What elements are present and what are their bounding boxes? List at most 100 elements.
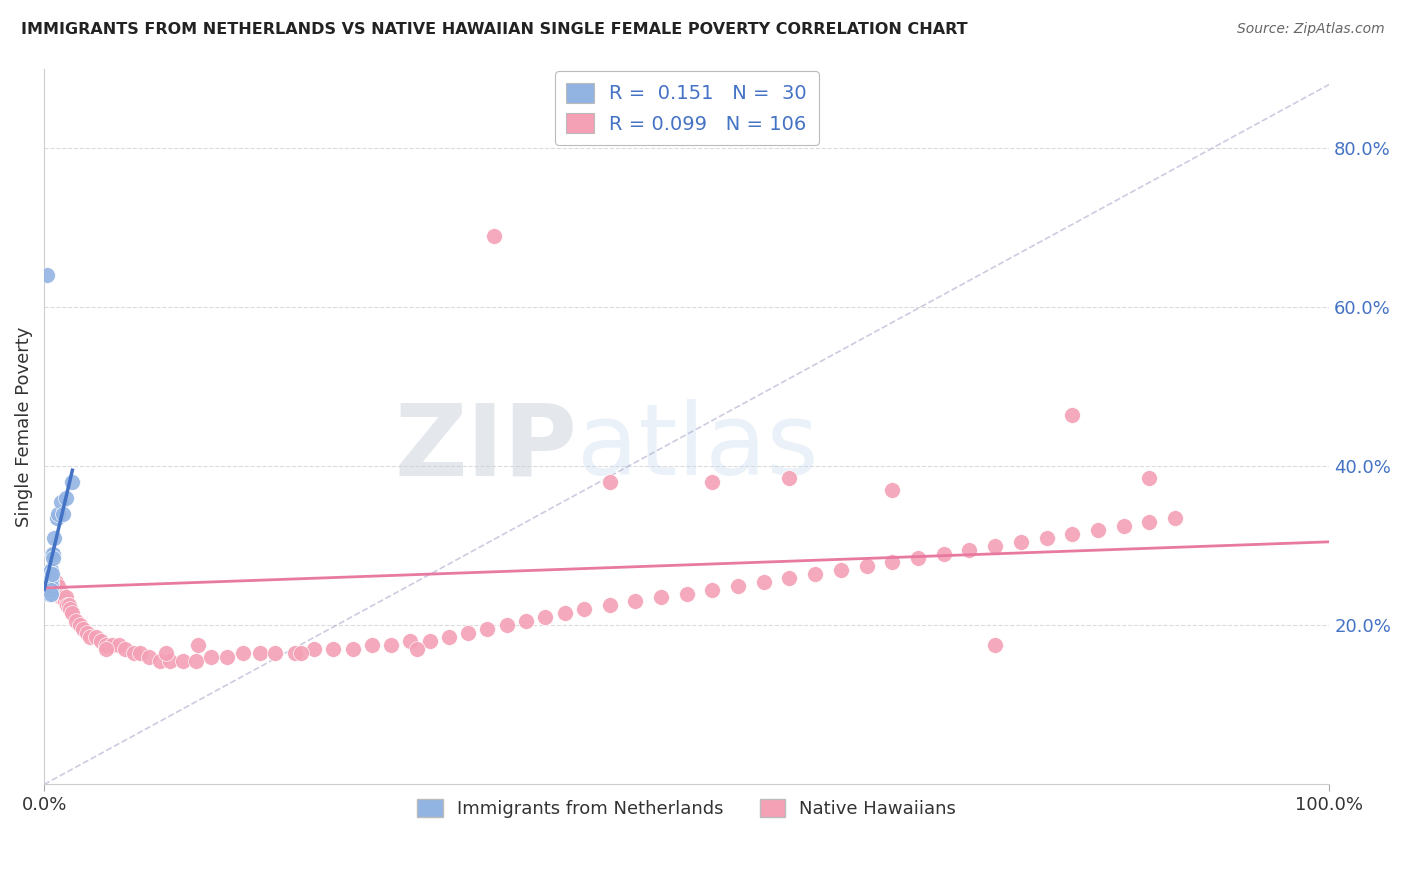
Point xyxy=(957,542,980,557)
Point xyxy=(482,228,505,243)
Point xyxy=(495,618,517,632)
Point xyxy=(45,574,67,589)
Point xyxy=(65,615,87,629)
Point xyxy=(56,599,79,613)
Point xyxy=(1035,531,1057,545)
Y-axis label: Single Female Poverty: Single Female Poverty xyxy=(15,326,32,526)
Point xyxy=(477,623,499,637)
Point xyxy=(37,574,59,589)
Point xyxy=(405,642,427,657)
Point xyxy=(122,646,145,660)
Point xyxy=(51,586,73,600)
Point xyxy=(599,599,621,613)
Point xyxy=(34,574,56,589)
Point xyxy=(38,574,60,589)
Point xyxy=(48,586,70,600)
Point xyxy=(107,638,129,652)
Point xyxy=(38,571,60,585)
Point xyxy=(72,623,94,637)
Point xyxy=(37,578,59,592)
Point xyxy=(599,475,621,490)
Point xyxy=(44,578,66,592)
Point xyxy=(727,578,749,592)
Point xyxy=(1137,515,1160,529)
Point xyxy=(1164,511,1187,525)
Point xyxy=(155,646,177,660)
Point xyxy=(419,634,441,648)
Point xyxy=(624,594,647,608)
Point xyxy=(264,646,287,660)
Point xyxy=(53,594,76,608)
Point xyxy=(232,646,254,660)
Point xyxy=(1010,534,1032,549)
Point xyxy=(1087,523,1109,537)
Point xyxy=(37,578,59,592)
Point xyxy=(184,654,207,668)
Point xyxy=(984,638,1007,652)
Point xyxy=(60,607,83,621)
Point xyxy=(399,634,422,648)
Point xyxy=(1137,471,1160,485)
Point xyxy=(69,618,91,632)
Point xyxy=(52,507,75,521)
Point xyxy=(360,638,382,652)
Point xyxy=(290,646,312,660)
Point xyxy=(39,571,62,585)
Point xyxy=(39,586,62,600)
Point xyxy=(129,646,152,660)
Point xyxy=(41,582,63,597)
Point xyxy=(114,642,136,657)
Point xyxy=(1062,526,1084,541)
Point xyxy=(42,550,65,565)
Point xyxy=(46,578,69,592)
Point xyxy=(984,539,1007,553)
Point xyxy=(554,607,576,621)
Point xyxy=(38,574,60,589)
Point xyxy=(187,638,209,652)
Point xyxy=(159,654,181,668)
Point xyxy=(172,654,194,668)
Point xyxy=(35,571,58,585)
Point xyxy=(35,571,58,585)
Point xyxy=(44,531,66,545)
Point xyxy=(34,574,56,589)
Point xyxy=(49,495,72,509)
Point xyxy=(94,638,117,652)
Point xyxy=(38,566,60,581)
Point xyxy=(39,571,62,585)
Point xyxy=(437,630,460,644)
Point xyxy=(650,591,672,605)
Point xyxy=(39,563,62,577)
Point xyxy=(42,582,65,597)
Point xyxy=(39,574,62,589)
Point xyxy=(457,626,479,640)
Point xyxy=(830,563,852,577)
Point xyxy=(932,547,955,561)
Point xyxy=(249,646,271,660)
Point xyxy=(35,578,58,592)
Point xyxy=(779,471,801,485)
Point xyxy=(41,547,63,561)
Point xyxy=(58,599,80,613)
Point xyxy=(41,578,63,592)
Text: Source: ZipAtlas.com: Source: ZipAtlas.com xyxy=(1237,22,1385,37)
Point xyxy=(1062,408,1084,422)
Point xyxy=(572,602,595,616)
Point xyxy=(138,650,160,665)
Point xyxy=(675,586,697,600)
Point xyxy=(907,550,929,565)
Point xyxy=(322,642,344,657)
Point xyxy=(39,582,62,597)
Point xyxy=(34,582,56,597)
Point xyxy=(44,582,66,597)
Point xyxy=(752,574,775,589)
Point xyxy=(37,582,59,597)
Point xyxy=(42,547,65,561)
Point xyxy=(35,268,58,283)
Point xyxy=(1112,519,1135,533)
Point xyxy=(779,571,801,585)
Point xyxy=(42,586,65,600)
Point xyxy=(46,586,69,600)
Point xyxy=(702,582,724,597)
Text: atlas: atlas xyxy=(578,400,820,497)
